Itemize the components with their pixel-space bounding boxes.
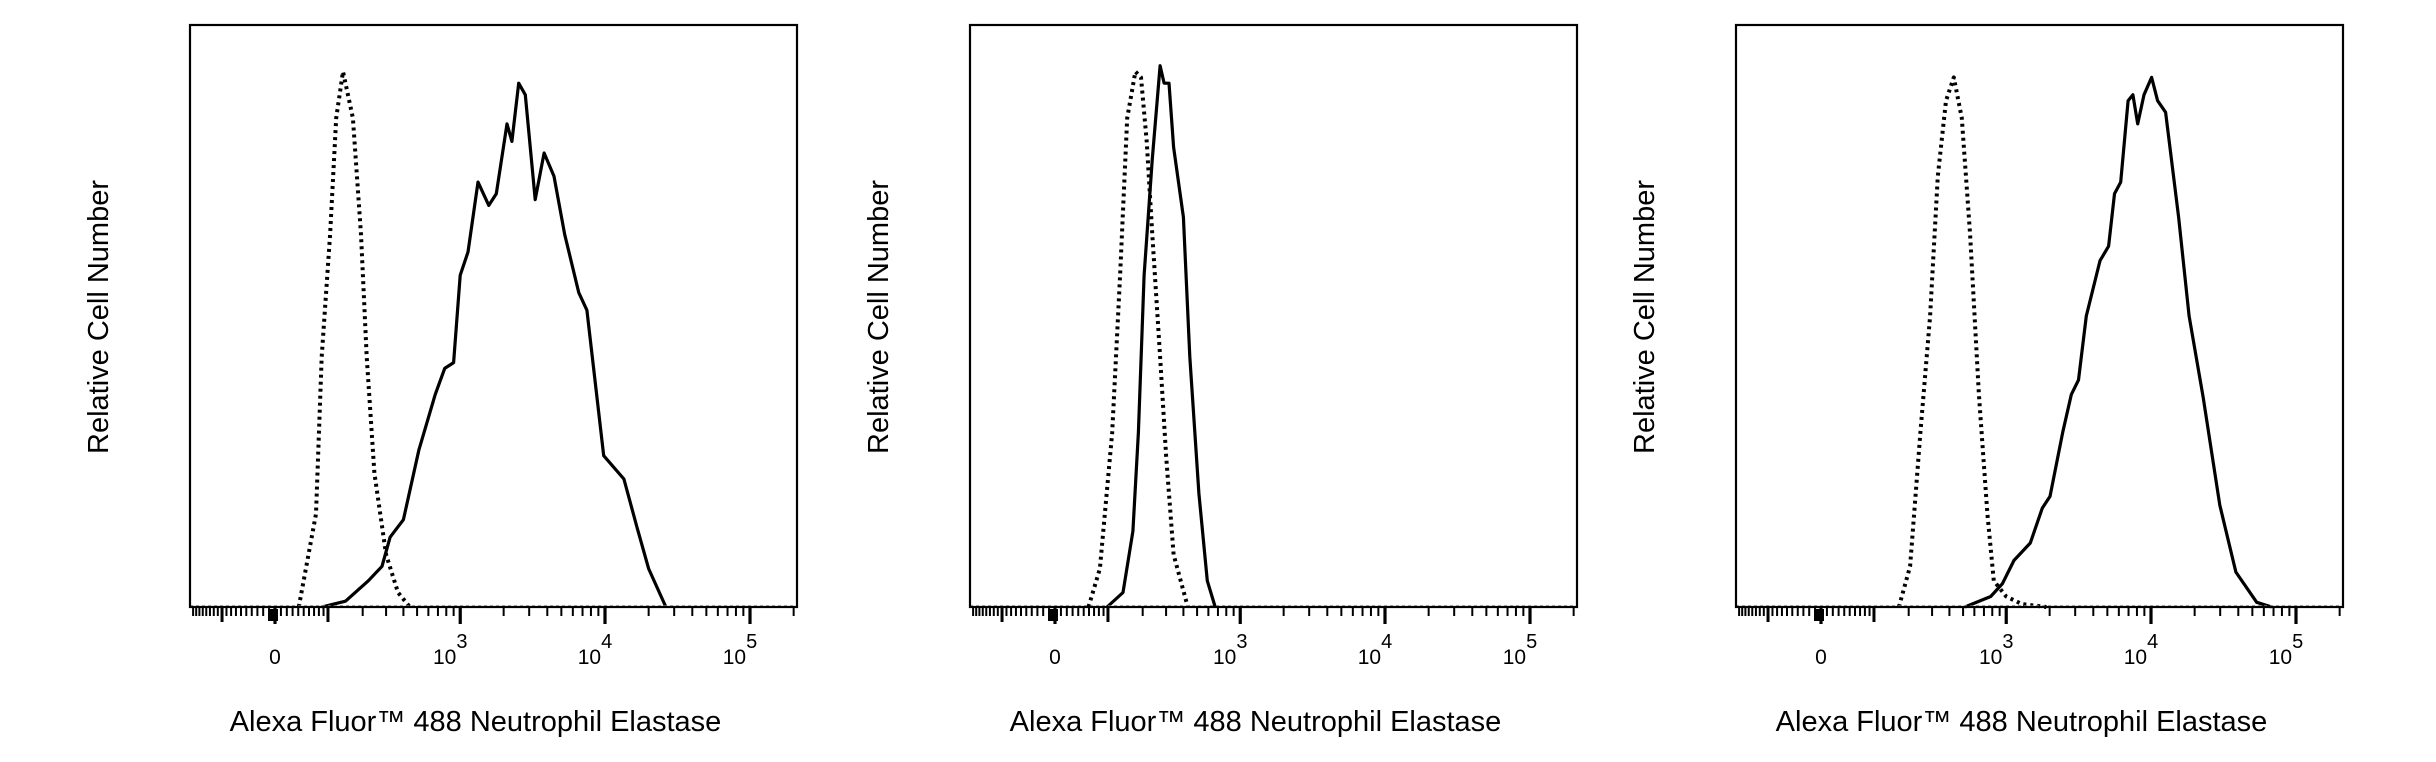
plot-frame	[1734, 23, 2345, 609]
tick-label: 105	[723, 631, 757, 669]
tick-label-base: 0	[1815, 646, 1827, 669]
tick-label: 104	[578, 631, 612, 669]
stained-sample-curve	[1106, 64, 1217, 609]
tick-label-base: 10	[578, 646, 601, 669]
stained-sample-curve	[1964, 75, 2273, 609]
zero-tick-cluster	[1048, 609, 1058, 621]
tick-label: 103	[1213, 631, 1247, 669]
isotype-control-curve	[1896, 75, 2047, 609]
tick-label-base: 10	[1503, 646, 1526, 669]
x-axis-label: Alexa Fluor™ 488 Neutrophil Elastase	[230, 706, 722, 738]
tick-label-base: 10	[2124, 646, 2147, 669]
isotype-control-curve	[1086, 69, 1190, 608]
tick-label: 0	[269, 646, 281, 669]
tick-label: 103	[433, 631, 467, 669]
tick-label-base: 10	[723, 646, 746, 669]
tick-label-base: 10	[2269, 646, 2292, 669]
stained-sample-curve	[321, 81, 668, 609]
tick-label-exponent: 5	[1526, 631, 1537, 653]
tick-label-exponent: 5	[2292, 631, 2303, 653]
y-axis-label: Relative Cell Number	[83, 180, 115, 454]
zero-tick-cluster	[1814, 609, 1824, 621]
tick-label-exponent: 4	[2147, 631, 2158, 653]
x-axis-label: Alexa Fluor™ 488 Neutrophil Elastase	[1776, 706, 2268, 738]
tick-label: 0	[1815, 646, 1827, 669]
tick-label-base: 10	[433, 646, 456, 669]
tick-label-base: 0	[1049, 646, 1061, 669]
plot-frame	[188, 23, 799, 609]
tick-label-exponent: 3	[456, 631, 467, 653]
tick-label: 104	[1358, 631, 1392, 669]
plot-frame	[968, 23, 1579, 609]
tick-label: 103	[1979, 631, 2013, 669]
isotype-control-curve	[296, 69, 412, 609]
tick-label-exponent: 5	[746, 631, 757, 653]
tick-label-exponent: 4	[1381, 631, 1392, 653]
tick-label-base: 0	[269, 646, 281, 669]
tick-label-base: 10	[1979, 646, 2002, 669]
tick-label: 0	[1049, 646, 1061, 669]
y-axis-label: Relative Cell Number	[1629, 180, 1661, 454]
tick-label-base: 10	[1213, 646, 1236, 669]
y-axis-label: Relative Cell Number	[863, 180, 895, 454]
tick-label-exponent: 4	[601, 631, 612, 653]
tick-label: 105	[1503, 631, 1537, 669]
tick-label-base: 10	[1358, 646, 1381, 669]
zero-tick-cluster	[268, 609, 278, 621]
tick-label: 104	[2124, 631, 2158, 669]
tick-label-exponent: 3	[1236, 631, 1247, 653]
x-axis-label: Alexa Fluor™ 488 Neutrophil Elastase	[1010, 706, 1502, 738]
tick-label: 105	[2269, 631, 2303, 669]
tick-label-exponent: 3	[2002, 631, 2013, 653]
